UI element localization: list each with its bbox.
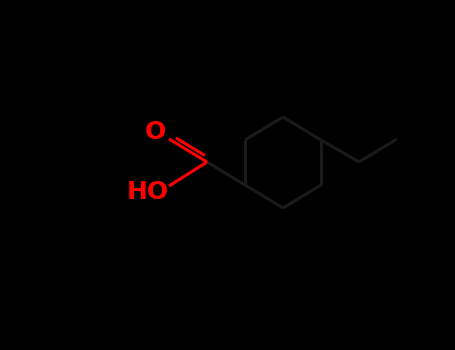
Text: HO: HO bbox=[127, 180, 169, 204]
Text: O: O bbox=[144, 120, 166, 144]
